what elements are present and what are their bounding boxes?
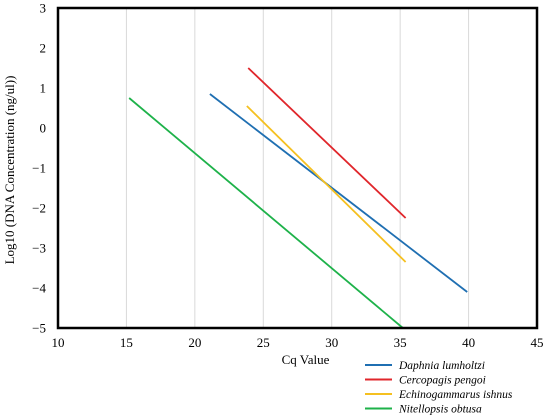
y-tick-label: −4 bbox=[32, 281, 46, 296]
series-lines bbox=[128, 67, 468, 329]
x-tick-label: 45 bbox=[531, 335, 544, 350]
series-line bbox=[247, 67, 407, 219]
y-tick-label: 0 bbox=[40, 121, 47, 136]
y-tick-label: 2 bbox=[40, 41, 47, 56]
x-tick-label: 15 bbox=[120, 335, 133, 350]
series-line bbox=[246, 105, 407, 263]
y-tick-label: 1 bbox=[40, 81, 47, 96]
legend: Daphnia lumholtzi Cercopagis pengoi Echino… bbox=[365, 360, 513, 416]
legend-label: Cercopagis pengoi bbox=[399, 375, 486, 387]
y-tick-label: 3 bbox=[40, 1, 47, 16]
series-line bbox=[128, 97, 404, 329]
x-axis-title: Cq Value bbox=[282, 352, 330, 367]
x-tick-label: 30 bbox=[325, 335, 338, 350]
grid-lines bbox=[125, 8, 470, 328]
y-tick-label: −5 bbox=[32, 321, 46, 336]
y-tick-label: −2 bbox=[32, 201, 46, 216]
x-tick-label: 25 bbox=[257, 335, 270, 350]
x-tick-label: 40 bbox=[462, 335, 475, 350]
plot-area-frame bbox=[56, 6, 539, 330]
x-tick-label: 35 bbox=[394, 335, 407, 350]
y-axis-ticks: 3 2 1 0 −1 −2 −3 −4 −5 bbox=[32, 1, 46, 336]
y-axis-title: Log10 (DNA Concentration (ng/ul)) bbox=[2, 76, 17, 265]
y-tick-label: −1 bbox=[32, 161, 46, 176]
y-tick-label: −3 bbox=[32, 241, 46, 256]
x-axis-ticks: 10 15 20 25 30 35 40 45 bbox=[52, 335, 544, 350]
legend-label: Daphnia lumholtzi bbox=[398, 360, 485, 372]
legend-label: Nitellopsis obtusa bbox=[398, 404, 482, 416]
x-tick-label: 10 bbox=[52, 335, 65, 350]
x-tick-label: 20 bbox=[188, 335, 201, 350]
series-line bbox=[209, 93, 468, 293]
legend-label: Echinogammarus ishnus bbox=[398, 389, 513, 401]
